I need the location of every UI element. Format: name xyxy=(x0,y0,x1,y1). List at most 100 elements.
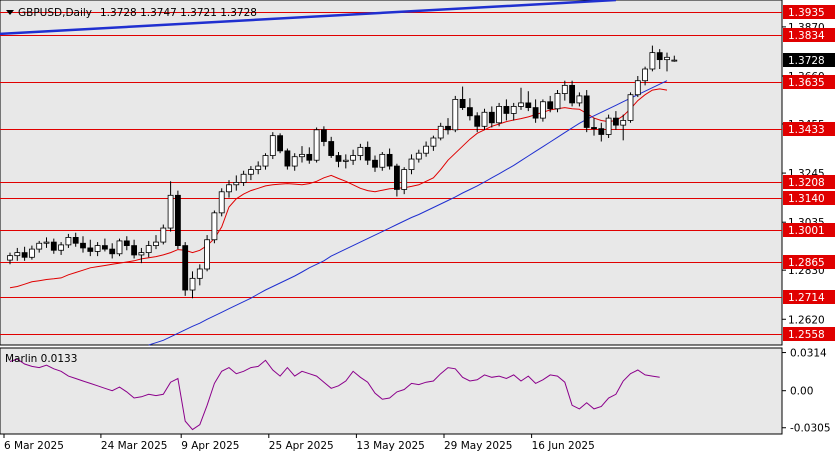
candle-body xyxy=(240,173,247,183)
candle xyxy=(36,240,43,253)
candle xyxy=(255,161,262,175)
candle-body xyxy=(525,102,532,108)
time-tick-label: 13 May 2025 xyxy=(356,440,424,452)
candle xyxy=(109,243,116,259)
candle xyxy=(496,102,503,127)
candle xyxy=(481,108,488,130)
candle-body xyxy=(540,101,546,119)
time-tick-label: 16 Jun 2025 xyxy=(532,440,595,452)
candle xyxy=(211,210,218,244)
candle xyxy=(167,181,174,232)
candle xyxy=(357,143,364,161)
current-price-box xyxy=(783,53,835,67)
chart-header: GBPUSD,Daily 1.3728 1.3747 1.3721 1.3728 xyxy=(6,7,257,19)
candle xyxy=(488,106,495,128)
candle xyxy=(160,224,167,245)
candle xyxy=(218,188,225,217)
candle xyxy=(510,102,517,121)
candle-body xyxy=(342,159,349,162)
level-tag-box xyxy=(783,255,835,269)
level-tag-box xyxy=(783,5,835,19)
candle-body xyxy=(269,135,276,156)
candle-body xyxy=(284,150,291,167)
candle-body xyxy=(277,135,284,152)
candle xyxy=(299,146,305,163)
candle xyxy=(21,246,28,261)
candle-body xyxy=(160,227,167,243)
candle xyxy=(94,242,101,257)
candle xyxy=(87,239,94,257)
level-tag-box xyxy=(783,290,835,304)
level-tag-label: 1.3001 xyxy=(788,225,825,237)
candle xyxy=(576,92,583,107)
level-tag-label: 1.2558 xyxy=(788,329,825,341)
current-price-label: 1.3728 xyxy=(788,55,825,67)
candle-body xyxy=(123,240,130,246)
candle-body xyxy=(21,252,28,258)
candle-body xyxy=(474,115,481,127)
candle-body xyxy=(503,106,510,114)
level-tag-box xyxy=(783,75,835,89)
candle-body xyxy=(488,111,495,124)
candle-body xyxy=(386,153,393,167)
candlesticks xyxy=(7,45,678,299)
slow-ma-line xyxy=(148,80,668,346)
collapse-triangle-icon[interactable] xyxy=(6,10,14,15)
trend-line xyxy=(0,0,616,36)
candle-body xyxy=(116,240,123,255)
candle xyxy=(532,99,539,123)
candle-body xyxy=(174,194,181,246)
candle xyxy=(437,122,444,141)
candle-body xyxy=(58,244,64,251)
candle xyxy=(189,271,196,299)
candle-body xyxy=(226,184,232,193)
candle xyxy=(547,95,554,113)
level-tag-label: 1.2714 xyxy=(788,292,825,304)
ohlc-label: 1.3728 1.3747 1.3721 1.3728 xyxy=(100,7,257,19)
level-price-tags: 1.3935 1.3834 1.3635 1.3433 1.3208 1.3140 1.30… xyxy=(783,5,835,341)
candle-body xyxy=(627,94,634,121)
level-tag-label: 1.3140 xyxy=(788,193,825,205)
candle xyxy=(474,112,481,133)
candle-body xyxy=(591,127,597,130)
candle-body xyxy=(649,52,656,70)
candle-body xyxy=(656,52,663,61)
candle xyxy=(320,126,327,147)
candle-body xyxy=(94,245,101,252)
oscillator-panel xyxy=(0,347,783,435)
osc-tick-label: 0.0314 xyxy=(790,348,827,360)
candle-body xyxy=(313,129,320,161)
candle xyxy=(102,238,108,252)
candle-body xyxy=(613,117,619,126)
candle xyxy=(284,148,291,170)
candle-body xyxy=(50,241,57,251)
candle-body xyxy=(401,169,408,190)
candle-body xyxy=(299,153,305,158)
candle-body xyxy=(36,242,43,250)
candle-body xyxy=(72,237,79,244)
level-tag-box xyxy=(783,191,835,205)
candle-body xyxy=(518,102,524,107)
candle-body xyxy=(204,239,211,270)
candle-body xyxy=(131,245,138,256)
level-tag-label: 1.3208 xyxy=(788,177,825,189)
candle-body xyxy=(569,84,575,104)
candle-body xyxy=(145,245,152,254)
candle xyxy=(445,118,451,135)
candle xyxy=(58,242,64,255)
candle-body xyxy=(379,153,386,168)
candle xyxy=(28,245,35,260)
candle-body xyxy=(598,128,605,135)
candle xyxy=(313,127,320,163)
candle xyxy=(430,135,437,151)
candle xyxy=(401,167,408,195)
candle xyxy=(226,180,232,198)
candle xyxy=(627,92,634,123)
candle xyxy=(342,154,349,169)
candle xyxy=(466,98,473,121)
candle-body xyxy=(583,95,590,128)
candle-body xyxy=(547,101,554,110)
candle-body xyxy=(255,165,262,170)
candle xyxy=(291,153,298,171)
candle xyxy=(372,155,378,172)
